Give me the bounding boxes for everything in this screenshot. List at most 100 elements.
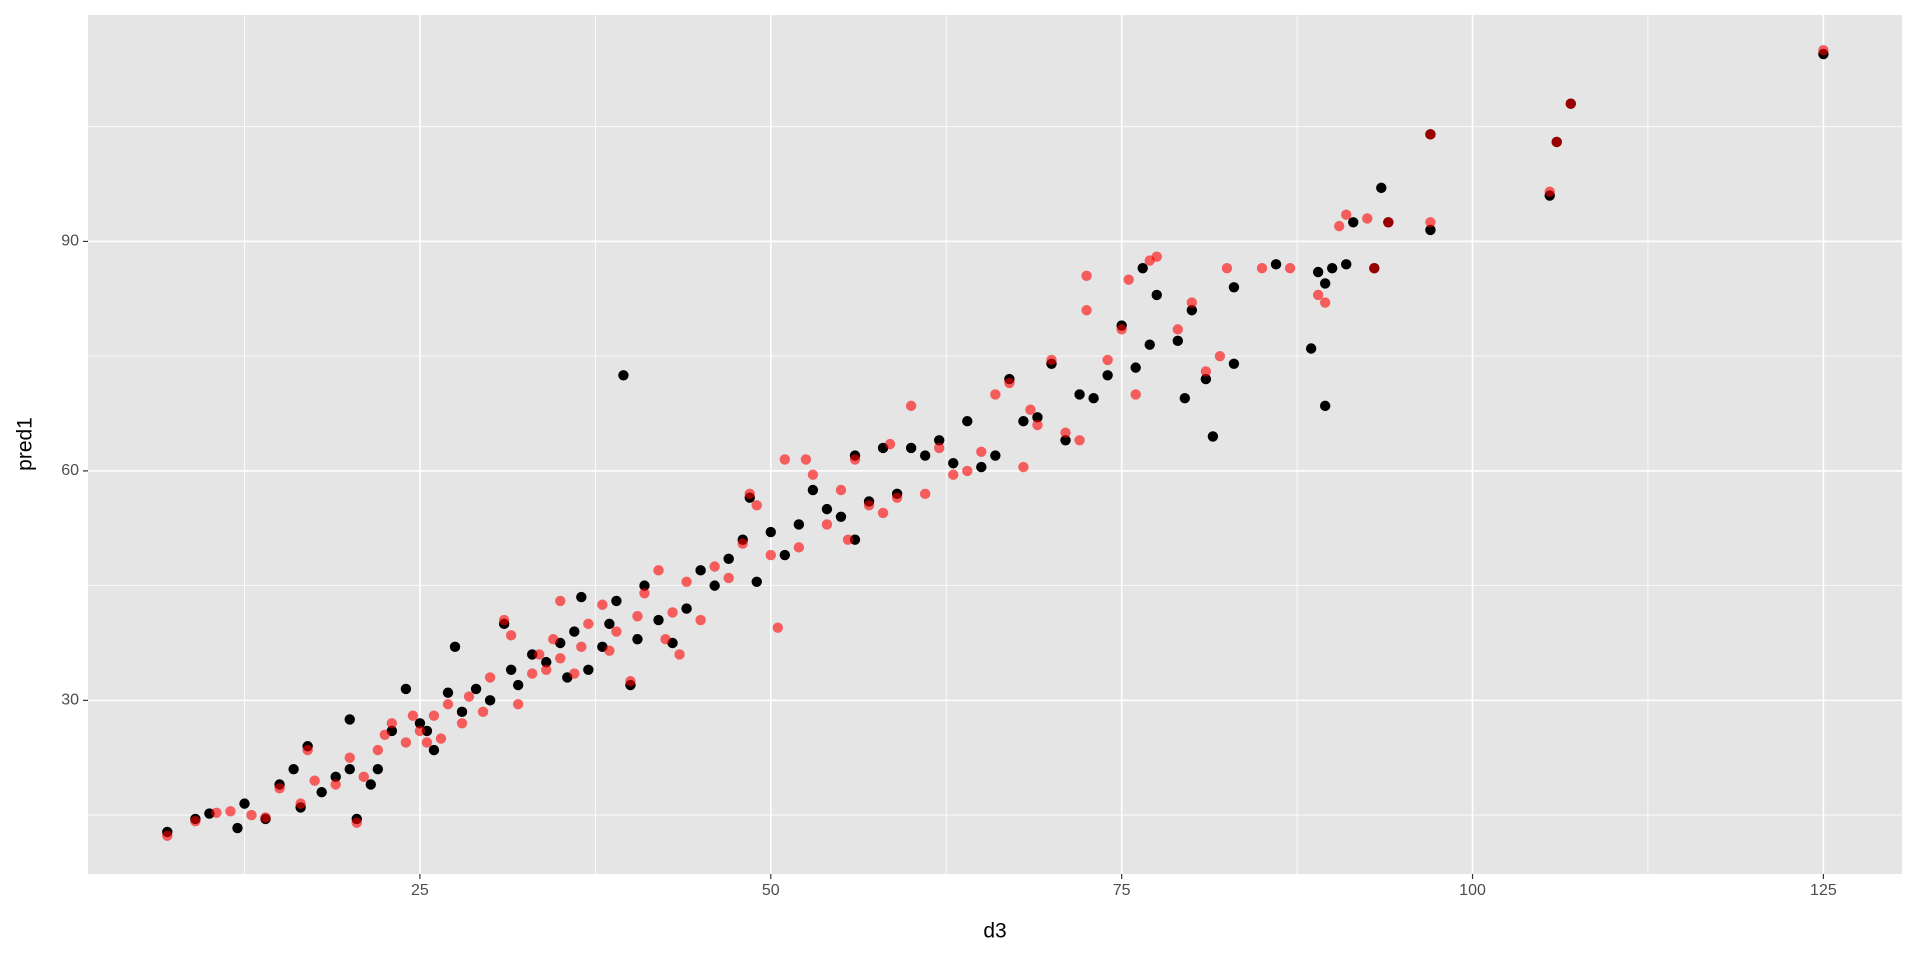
point xyxy=(1369,262,1380,274)
point xyxy=(611,626,622,637)
point xyxy=(407,710,419,721)
point xyxy=(1004,377,1015,389)
point xyxy=(379,729,391,740)
point xyxy=(505,664,517,675)
point xyxy=(344,714,355,725)
point xyxy=(1144,339,1155,350)
point xyxy=(442,687,454,698)
point xyxy=(288,764,299,775)
point xyxy=(1228,282,1240,293)
point xyxy=(674,649,685,660)
point xyxy=(386,718,398,729)
point xyxy=(891,492,903,503)
point xyxy=(779,549,791,561)
point xyxy=(1818,44,1829,56)
point xyxy=(1081,305,1092,316)
point xyxy=(344,752,355,763)
point xyxy=(162,830,173,841)
point xyxy=(414,725,426,737)
point xyxy=(948,458,959,469)
y-tick-label: 60 xyxy=(61,462,79,479)
point xyxy=(534,649,545,660)
point xyxy=(639,580,650,591)
point xyxy=(1312,289,1324,301)
point xyxy=(1326,262,1338,274)
point xyxy=(1060,427,1071,438)
point xyxy=(1200,366,1212,377)
point xyxy=(1172,324,1184,335)
point xyxy=(990,450,1001,461)
point xyxy=(344,764,355,775)
point xyxy=(863,500,875,511)
point xyxy=(1305,343,1317,354)
point xyxy=(884,438,896,450)
point xyxy=(1046,354,1057,366)
point xyxy=(793,542,805,553)
point xyxy=(821,519,833,530)
point xyxy=(639,588,650,599)
point xyxy=(1221,262,1233,274)
point xyxy=(1200,373,1212,385)
point xyxy=(463,691,475,702)
point xyxy=(541,664,552,675)
point xyxy=(1383,217,1394,228)
point xyxy=(1130,389,1141,400)
point xyxy=(1425,129,1436,140)
point xyxy=(583,664,594,675)
point xyxy=(1551,136,1562,148)
point xyxy=(681,603,692,614)
x-tick-label: 125 xyxy=(1810,882,1837,899)
point xyxy=(1088,393,1099,404)
point xyxy=(632,611,643,622)
point xyxy=(449,641,461,653)
point xyxy=(1319,400,1331,412)
point xyxy=(934,435,945,446)
point xyxy=(477,706,489,718)
point xyxy=(723,572,734,584)
point xyxy=(1102,354,1113,366)
point xyxy=(498,614,510,626)
point xyxy=(232,822,243,834)
point xyxy=(800,454,812,465)
point xyxy=(548,633,559,645)
point xyxy=(1151,289,1162,301)
point xyxy=(576,591,587,603)
point xyxy=(1186,305,1198,316)
point xyxy=(302,744,313,756)
point xyxy=(225,806,236,817)
point xyxy=(604,618,615,630)
point xyxy=(1544,186,1555,197)
point xyxy=(1116,324,1127,335)
point xyxy=(1341,259,1352,270)
point xyxy=(330,771,341,783)
point xyxy=(372,744,384,756)
point xyxy=(330,779,341,790)
point xyxy=(1130,362,1141,373)
point xyxy=(351,817,362,828)
point xyxy=(835,511,847,522)
point xyxy=(316,786,327,798)
point xyxy=(569,626,580,637)
point xyxy=(1123,274,1134,285)
point xyxy=(1179,393,1191,404)
point xyxy=(1228,358,1240,370)
point xyxy=(807,469,819,480)
x-tick-label: 50 xyxy=(762,882,780,899)
point xyxy=(555,595,566,607)
point xyxy=(260,812,271,823)
point xyxy=(962,415,973,427)
point xyxy=(611,595,622,607)
point xyxy=(512,679,524,691)
point xyxy=(1032,412,1043,423)
point xyxy=(1319,278,1331,289)
point xyxy=(1319,297,1331,308)
point xyxy=(1207,431,1219,442)
x-tick-label: 75 xyxy=(1113,882,1131,899)
point xyxy=(456,718,468,729)
point xyxy=(976,446,987,457)
y-tick-label: 90 xyxy=(61,233,79,250)
point xyxy=(1074,435,1085,446)
point xyxy=(765,549,776,561)
point xyxy=(842,534,854,545)
point xyxy=(400,737,412,748)
